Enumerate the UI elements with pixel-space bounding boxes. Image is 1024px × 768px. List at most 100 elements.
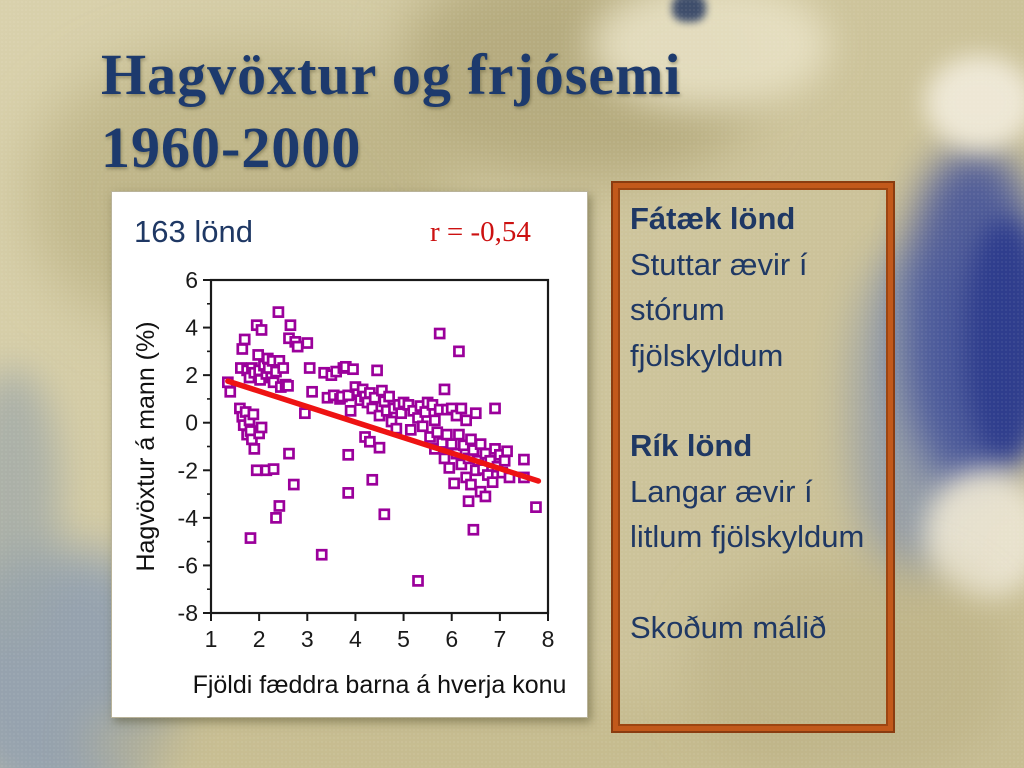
chart-correlation-label: r = -0,54	[430, 216, 531, 248]
scatter-point	[378, 508, 391, 521]
x-axis-tick-label: 6	[445, 626, 458, 652]
chart-card: 163 lönd r = -0,54 6 4 2 0 -2 -4 -6 -8 1 2 3 4 5 6 7 8 F…	[111, 191, 588, 718]
watercolor-patch-white	[925, 55, 1024, 150]
scatter-point	[224, 385, 237, 398]
scatter-point	[306, 385, 318, 398]
side-panel-heading-rich: Rík lönd	[630, 428, 753, 464]
x-axis-tick-label: 1	[205, 626, 218, 652]
side-panel-footer: Skoðum málið	[630, 609, 827, 645]
scatter-point	[299, 407, 311, 420]
scatter-point	[448, 477, 460, 490]
scatter-point	[465, 478, 477, 491]
chart-count-label: 163 lönd	[134, 214, 253, 249]
spacer	[630, 560, 882, 605]
scatter-point	[277, 362, 290, 374]
scatter-point	[250, 464, 263, 477]
scatter-point	[273, 500, 286, 512]
scatter-point	[270, 512, 282, 524]
x-axis-tick-label: 3	[301, 626, 314, 652]
side-panel-body-rich: Langar ævir í litlum fjölskyldum	[630, 473, 865, 555]
scatter-point	[467, 444, 480, 456]
slide-title-line1: Hagvöxtur og frjósemi	[101, 42, 682, 107]
scatter-point	[501, 445, 513, 458]
scatter-point	[498, 454, 511, 467]
trend-line	[225, 378, 542, 484]
scatter-point	[267, 463, 280, 475]
scatter-point	[443, 462, 456, 474]
scatter-point	[301, 337, 314, 349]
scatter-point	[283, 447, 295, 460]
scatter-point	[460, 414, 473, 427]
scatter-point	[366, 473, 379, 486]
scatter-point	[255, 421, 268, 434]
side-panel: Fátæk lönd Stuttar ævir í stórum fjölsky…	[613, 183, 893, 731]
scatter-point	[282, 379, 294, 392]
scatter-point	[453, 345, 465, 358]
scatter-point	[474, 438, 487, 450]
scatter-point	[248, 443, 261, 455]
scatter-point	[416, 420, 429, 433]
scatter-point	[315, 548, 328, 561]
watercolor-patch-grayblue	[0, 370, 60, 650]
y-axis-tick-label: -2	[178, 457, 198, 483]
side-panel-heading-poor: Fátæk lönd	[630, 201, 796, 236]
scatter-point	[489, 402, 501, 415]
scatter-point	[342, 487, 355, 499]
scatter-point	[236, 343, 249, 355]
scatter-point	[347, 363, 359, 376]
x-axis-tick-label: 4	[349, 626, 362, 652]
scatter-point	[287, 478, 300, 491]
scatter-point	[469, 407, 482, 420]
scatter-point	[433, 327, 446, 340]
y-axis-tick-label: -8	[178, 600, 198, 626]
scatter-point	[479, 490, 492, 503]
watercolor-patch-blue	[965, 220, 1024, 460]
scatter-point	[455, 402, 468, 415]
scatter-point	[462, 495, 475, 508]
scatter-point	[395, 407, 408, 420]
y-axis-tick-label: 6	[185, 267, 198, 293]
scatter-point	[404, 424, 417, 436]
scatter-point	[383, 390, 395, 403]
scatter-point	[272, 306, 285, 318]
y-axis-tick-label: 4	[185, 315, 198, 341]
scatter-point	[518, 453, 530, 466]
scatter-point	[530, 501, 542, 514]
scatter-point	[255, 324, 268, 336]
scatter-point	[373, 441, 386, 454]
scatter-point	[453, 428, 465, 441]
x-axis-tick-label: 5	[397, 626, 410, 652]
slide-title-line2: 1960-2000	[101, 115, 362, 181]
y-axis-tick-label: -6	[178, 552, 198, 578]
scatter-point	[431, 426, 444, 439]
x-axis-tick-label: 7	[493, 626, 506, 652]
scatter-point	[284, 319, 297, 332]
scatter-point	[291, 340, 304, 353]
x-axis-tick-label: 2	[253, 626, 266, 652]
scatter-point	[371, 364, 383, 377]
watercolor-patch-blue	[905, 150, 1024, 490]
scatter-point	[366, 402, 379, 415]
scatter-point	[465, 433, 477, 446]
y-axis-title: Hagvöxtur á mann (%)	[132, 321, 160, 571]
scatter-point	[252, 349, 265, 361]
scatter-point	[455, 458, 468, 471]
watercolor-patch-white	[925, 470, 1024, 600]
scatter-point	[364, 435, 376, 448]
scatter-point	[486, 476, 499, 489]
scatter-point	[467, 523, 480, 536]
watercolor-patch-navy	[672, 0, 706, 22]
x-axis-tick-label: 8	[542, 626, 555, 652]
scatter-point	[445, 438, 458, 450]
scatter-plot: 6 4 2 0 -2 -4 -6 -8 1 2 3 4 5 6 7 8 Fjöldi fæddra barna …	[132, 267, 566, 699]
scatter-point	[441, 428, 453, 441]
spacer	[630, 378, 882, 423]
scatter-point	[438, 383, 451, 396]
y-axis-tick-label: -4	[178, 505, 199, 531]
scatter-point	[303, 362, 316, 374]
y-axis-tick-label: 2	[185, 362, 198, 388]
scatter-point	[254, 374, 266, 386]
scatter-point	[438, 452, 451, 465]
scatter-point	[342, 448, 355, 461]
